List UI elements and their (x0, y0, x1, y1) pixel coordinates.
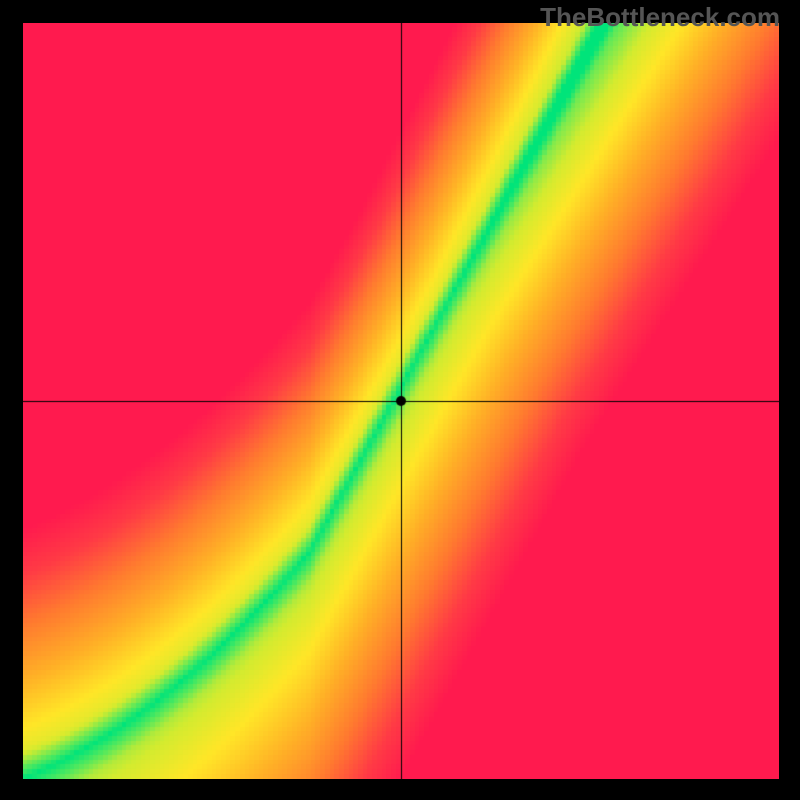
bottleneck-heatmap (23, 23, 779, 779)
chart-container: TheBottleneck.com (0, 0, 800, 800)
watermark-text: TheBottleneck.com (540, 2, 780, 33)
